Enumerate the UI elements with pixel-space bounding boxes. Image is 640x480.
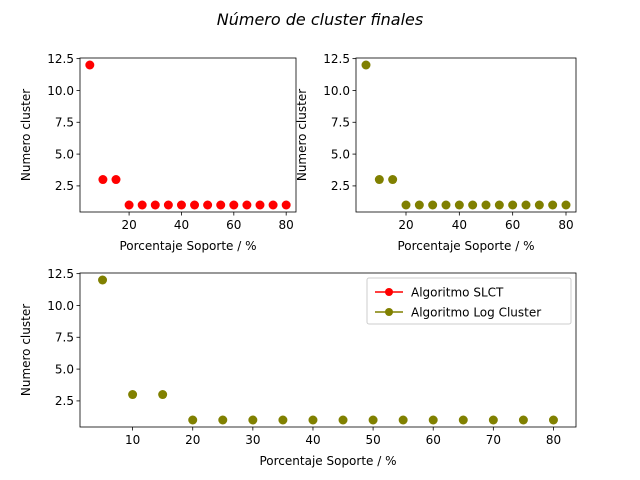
- figure-suptitle: Número de cluster finales: [217, 10, 423, 29]
- axes-frame: [79, 272, 577, 428]
- y-tick-label: 7.5: [55, 331, 74, 345]
- y-tick-label: 5.0: [55, 362, 74, 376]
- data-point: [308, 415, 318, 425]
- y-axis-label: Numero cluster: [295, 89, 309, 181]
- x-tick-label: 40: [452, 218, 467, 232]
- data-point: [561, 200, 571, 210]
- data-point: [255, 200, 265, 210]
- x-tick-label: 60: [505, 218, 520, 232]
- subplot-top-right: 20 40 60 80 2.5 5.0 7.5 10.0 12.5 Porcentaje Sopo…: [295, 52, 577, 253]
- x-tick-label: 80: [279, 218, 294, 232]
- x-tick-label: 20: [185, 433, 200, 447]
- data-point: [248, 415, 258, 425]
- data-point: [163, 200, 173, 210]
- legend-marker: [385, 308, 393, 316]
- x-tick-label: 20: [398, 218, 413, 232]
- data-point: [128, 390, 138, 400]
- data-point: [158, 390, 168, 400]
- x-axis-label: Porcentaje Soporte / %: [119, 239, 256, 253]
- y-tick-label: 2.5: [331, 179, 350, 193]
- data-point: [548, 200, 558, 210]
- data-point: [398, 415, 408, 425]
- data-point: [218, 415, 228, 425]
- data-point: [481, 200, 491, 210]
- data-point: [203, 200, 213, 210]
- data-point: [401, 200, 411, 210]
- data-point: [278, 415, 288, 425]
- x-tick-label: 70: [486, 433, 501, 447]
- subplot-top-left: 20 40 60 80 2.5 5.0 7.5 10.0 12.5 Porcentaje Sopo…: [19, 52, 297, 253]
- data-point: [458, 415, 468, 425]
- data-point: [428, 200, 438, 210]
- data-point: [338, 415, 348, 425]
- data-point: [216, 200, 226, 210]
- data-point: [521, 200, 531, 210]
- legend-marker: [385, 288, 393, 296]
- y-tick-label: 5.0: [331, 147, 350, 161]
- data-point: [176, 200, 186, 210]
- y-tick-label: 12.5: [323, 52, 350, 66]
- data-point: [548, 415, 558, 425]
- data-point: [229, 200, 239, 210]
- data-point: [454, 200, 464, 210]
- data-point: [368, 415, 378, 425]
- legend: Algoritmo SLCT Algoritmo Log Cluster: [366, 277, 572, 325]
- data-point: [137, 200, 147, 210]
- y-tick-label: 12.5: [47, 52, 74, 66]
- x-tick-label: 80: [546, 433, 561, 447]
- y-tick-label: 12.5: [47, 267, 74, 281]
- x-axis-label: Porcentaje Soporte / %: [259, 454, 396, 468]
- x-tick-label: 60: [426, 433, 441, 447]
- data-point: [98, 175, 108, 185]
- x-tick-label: 40: [305, 433, 320, 447]
- legend-box: [366, 277, 572, 325]
- legend-label: Algoritmo SLCT: [411, 285, 504, 299]
- axes-frame: [79, 57, 297, 213]
- data-point: [414, 200, 424, 210]
- x-tick-label: 10: [125, 433, 140, 447]
- data-point: [188, 415, 198, 425]
- x-tick-label: 60: [226, 218, 241, 232]
- x-tick-label: 40: [174, 218, 189, 232]
- y-tick-label: 5.0: [55, 147, 74, 161]
- data-point: [268, 200, 278, 210]
- y-tick-label: 2.5: [55, 179, 74, 193]
- y-tick-label: 7.5: [331, 116, 350, 130]
- data-point: [150, 200, 160, 210]
- data-point: [518, 415, 528, 425]
- subplot-bottom: 10 20 30 40 50 60 70 80 2.5 5.0 7.5 10.0 12.5 Porcent…: [19, 267, 577, 468]
- y-tick-label: 10.0: [47, 84, 74, 98]
- data-point: [388, 175, 398, 185]
- y-axis-label: Numero cluster: [19, 304, 33, 396]
- x-tick-label: 50: [365, 433, 380, 447]
- data-point: [85, 60, 95, 70]
- data-point: [98, 275, 108, 285]
- x-tick-label: 80: [558, 218, 573, 232]
- legend-label: Algoritmo Log Cluster: [411, 305, 541, 319]
- y-tick-label: 10.0: [323, 84, 350, 98]
- x-tick-label: 30: [245, 433, 260, 447]
- data-point: [534, 200, 544, 210]
- axes-frame: [355, 57, 577, 213]
- y-tick-label: 10.0: [47, 299, 74, 313]
- data-point: [124, 200, 134, 210]
- data-point: [508, 200, 518, 210]
- data-point: [242, 200, 252, 210]
- x-tick-label: 20: [121, 218, 136, 232]
- data-point: [494, 200, 504, 210]
- y-axis-label: Numero cluster: [19, 89, 33, 181]
- y-tick-label: 2.5: [55, 394, 74, 408]
- x-axis-label: Porcentaje Soporte / %: [397, 239, 534, 253]
- data-point: [281, 200, 291, 210]
- y-tick-label: 7.5: [55, 116, 74, 130]
- data-point: [374, 175, 384, 185]
- data-point: [190, 200, 200, 210]
- data-point: [111, 175, 121, 185]
- data-point: [468, 200, 478, 210]
- data-point: [488, 415, 498, 425]
- data-point: [441, 200, 451, 210]
- data-point: [428, 415, 438, 425]
- data-point: [361, 60, 371, 70]
